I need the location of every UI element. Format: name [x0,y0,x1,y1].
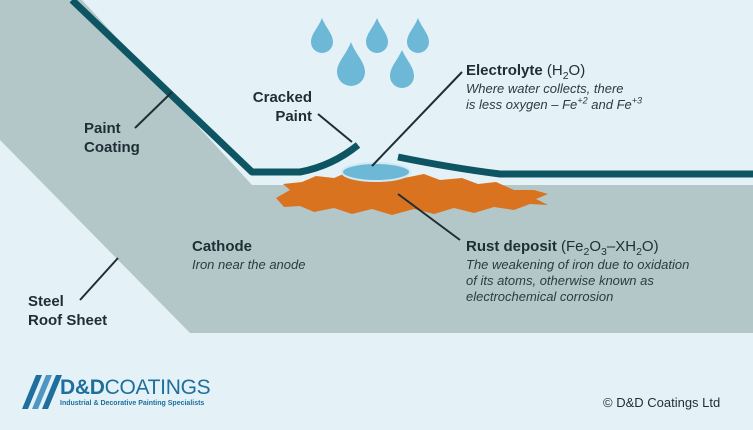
leader-paint-coating [134,91,173,129]
rust-desc-line2: of its atoms, otherwise known as [466,273,654,288]
paint-coating-left [69,0,361,176]
formula-part: O) [641,238,659,255]
rust-deposit-shape [276,172,548,215]
water-drop-icon [390,50,414,88]
leader-cracked-paint [317,113,353,143]
formula-sub: 2 [562,70,569,82]
water-drop-icon [337,42,365,86]
formula-part: (H [546,62,563,79]
steel-roof-sheet-label: Steel Roof Sheet [28,293,107,331]
paint-coating-label: Paint Coating [84,120,140,158]
cathode-desc: Iron near the anode [192,256,306,272]
paint-coating-line1: Paint [84,120,121,137]
cracked-paint-line2: Paint [275,107,312,125]
formula-part: –XH [606,238,637,255]
desc-part: is less oxygen – Fe [466,97,578,112]
steel-line1: Steel [28,293,64,310]
dd-coatings-logo-icon [22,375,62,409]
electrolyte-desc-line2: is less oxygen – Fe+2 and Fe+3 [466,95,643,113]
electrolyte-label: Electrolyte (H2O) Where water collects, … [466,62,642,113]
water-drop-icon [407,18,429,53]
leader-electrolyte [371,71,463,167]
water-drop-icon [311,18,333,53]
rust-label: Rust deposit (Fe2O3–XH2O) The weakening … [466,238,689,306]
leader-steel [79,257,119,301]
paint-coating-right [397,153,753,178]
water-drops [311,18,429,88]
brand-name: D&DCOATINGS [60,376,211,400]
formula-sub: 2 [636,246,642,258]
desc-sup: +3 [631,95,643,106]
desc-sup: +2 [577,95,588,106]
water-drop-icon [366,18,388,53]
electrolyte-title: Electrolyte [466,62,543,79]
brand-name-light: COATINGS [104,376,211,399]
leader-rust [397,193,461,241]
rust-formula: (Fe2O3–XH2O) [561,238,659,258]
electrolyte-formula: (H2O) [546,62,586,82]
cathode-title: Cathode [192,238,252,255]
rust-desc-line3: electrochemical corrosion [466,289,614,305]
formula-sub: 3 [601,246,607,258]
desc-part: and Fe [587,97,632,112]
cracked-paint-line1: Cracked [252,89,312,106]
electrolyte-desc-line1: Where water collects, there [466,80,624,96]
rust-title-row: Rust deposit (Fe2O3–XH2O) [466,238,689,257]
electrolyte-title-row: Electrolyte (H2O) [466,62,642,81]
leader-lines [79,71,463,301]
formula-part: O [589,238,602,255]
brand-tagline: Industrial & Decorative Painting Special… [60,400,205,407]
cathode-label: Cathode Iron near the anode [192,238,305,273]
steel-line2: Roof Sheet [28,311,108,329]
electrolyte-pool [341,162,411,182]
paint-coating-line2: Coating [84,138,140,156]
rust-title: Rust deposit [466,238,557,255]
formula-sub: 2 [583,246,590,258]
rust-desc-line1: The weakening of iron due to oxidation [466,256,690,272]
formula-part: O) [568,62,586,79]
copyright-text: © D&D Coatings Ltd [603,395,721,410]
cracked-paint-label: Cracked Paint [250,89,312,127]
brand-name-bold: D&D [60,376,105,399]
formula-part: (Fe [561,238,584,255]
steel-roof-sheet [0,0,753,333]
